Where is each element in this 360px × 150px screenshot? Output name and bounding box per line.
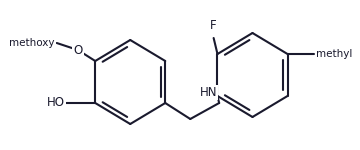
- Text: HO: HO: [46, 96, 64, 110]
- Text: F: F: [210, 19, 217, 32]
- Text: O: O: [73, 44, 82, 57]
- Text: HN: HN: [200, 86, 217, 99]
- Text: methyl: methyl: [316, 49, 353, 59]
- Text: methoxy: methoxy: [9, 38, 55, 48]
